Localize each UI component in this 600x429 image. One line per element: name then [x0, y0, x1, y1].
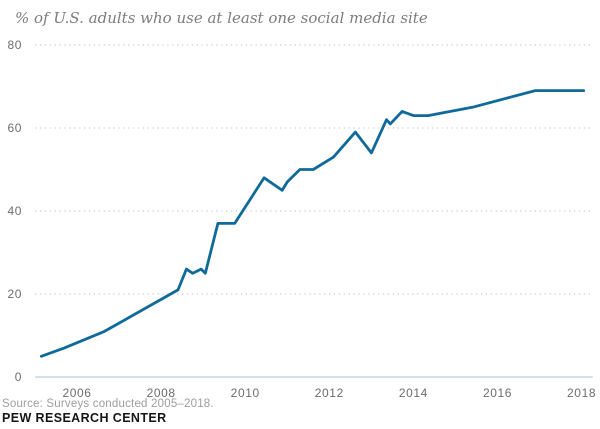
pew-research-center-wordmark: PEW RESEARCH CENTER: [2, 411, 167, 425]
series-line-social-media-use: [39, 89, 586, 358]
x-tick-label: 2010: [231, 386, 260, 400]
y-tick-label: 0: [15, 370, 22, 384]
x-tick-label: 2008: [147, 386, 176, 400]
gridlines: [35, 44, 593, 378]
source-note: Source: Surveys conducted 2005–2018.: [2, 398, 214, 410]
y-tick-label: 40: [7, 204, 22, 218]
x-tick-label: 2018: [567, 386, 596, 400]
x-tick-label: 2016: [483, 386, 512, 400]
x-tick-label: 2014: [399, 386, 428, 400]
y-tick-label: 20: [7, 287, 22, 301]
y-axis-labels: 0 20 40 60 80: [7, 38, 22, 384]
x-tick-label: 2012: [315, 386, 344, 400]
x-axis-labels: 2006 2008 2010 2012 2014 2016 2018: [62, 386, 596, 400]
chart-title: % of U.S. adults who use at least one so…: [15, 9, 428, 27]
y-tick-label: 80: [7, 38, 22, 52]
y-tick-label: 60: [7, 121, 22, 135]
x-tick-label: 2006: [62, 386, 91, 400]
